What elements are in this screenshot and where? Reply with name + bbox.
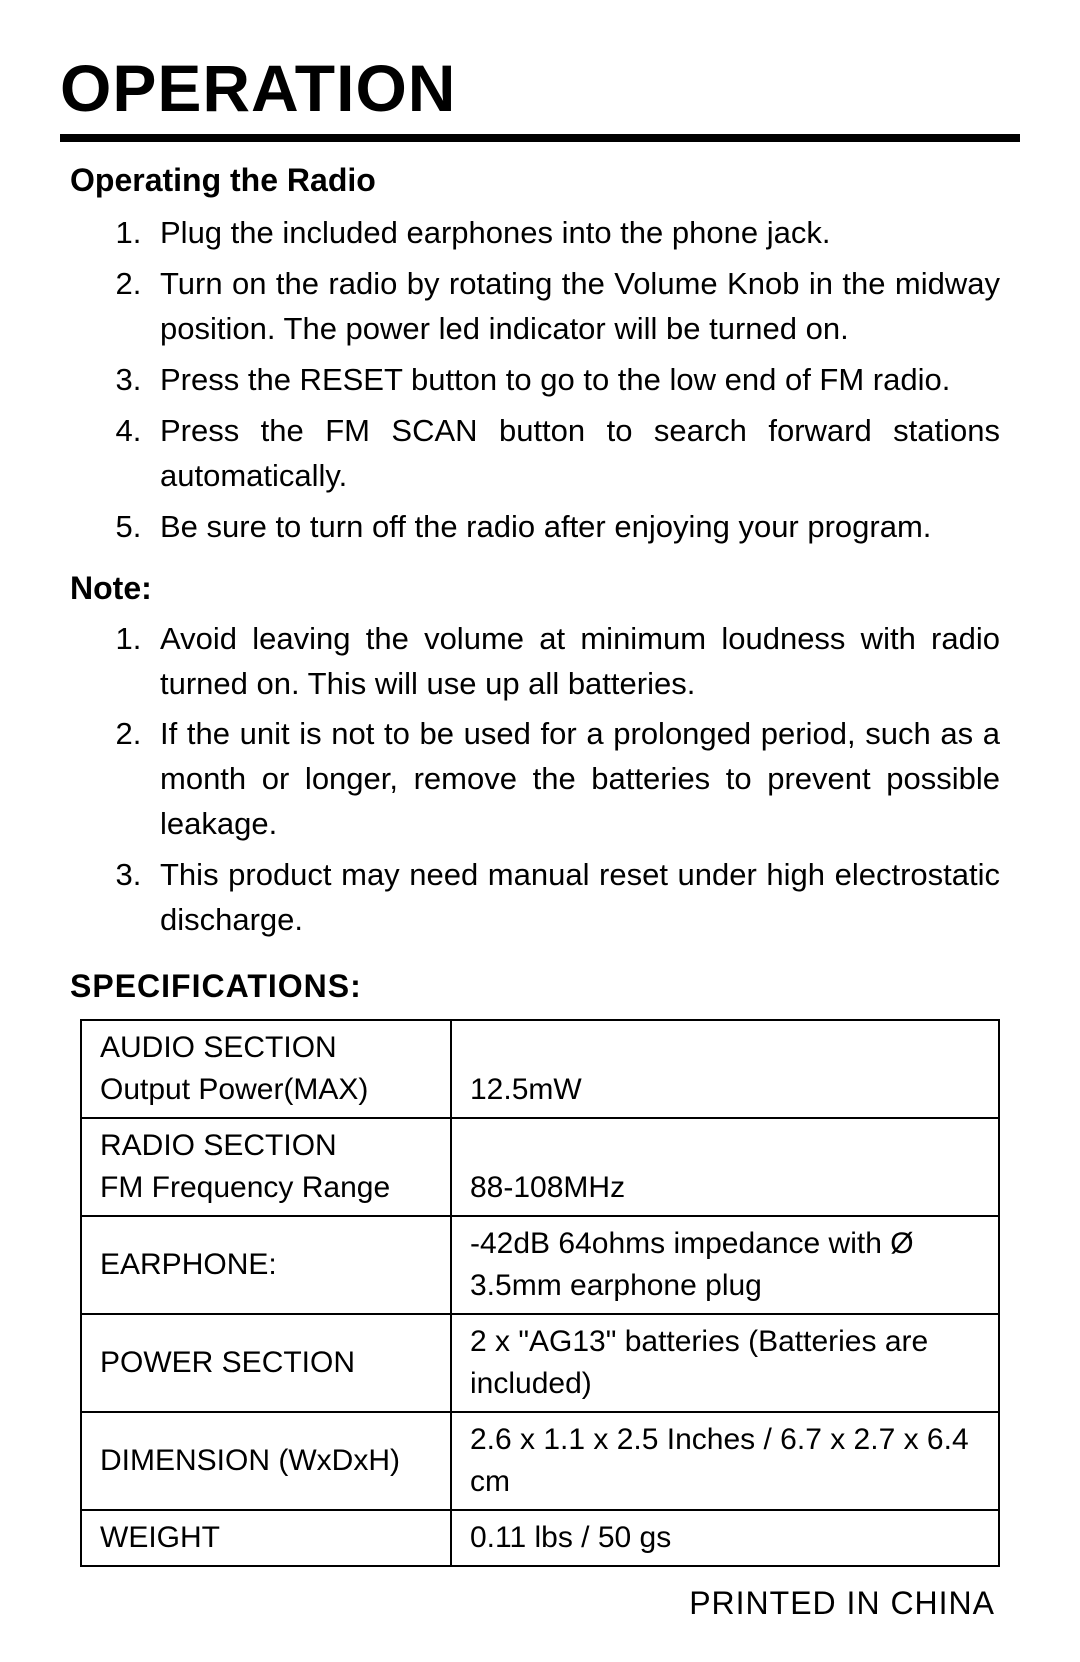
note-item: Avoid leaving the volume at minimum loud… (150, 617, 1000, 707)
table-row: POWER SECTION 2 x "AG13" batteries (Batt… (81, 1314, 999, 1412)
table-row: DIMENSION (WxDxH) 2.6 x 1.1 x 2.5 Inches… (81, 1412, 999, 1510)
table-row: EARPHONE: -42dB 64ohms impedance with Ø … (81, 1216, 999, 1314)
spec-label-line: RADIO SECTION (100, 1125, 436, 1167)
operating-heading: Operating the Radio (70, 162, 1020, 199)
spec-label-cell: DIMENSION (WxDxH) (81, 1412, 451, 1510)
spec-value-cell: 2.6 x 1.1 x 2.5 Inches / 6.7 x 2.7 x 6.4… (451, 1412, 999, 1510)
table-row: RADIO SECTION FM Frequency Range . 88-10… (81, 1118, 999, 1216)
note-item: If the unit is not to be used for a prol… (150, 712, 1000, 847)
table-row: WEIGHT 0.11 lbs / 50 gs (81, 1510, 999, 1566)
spec-label-line: Output Power(MAX) (100, 1069, 436, 1111)
step-item: Be sure to turn off the radio after enjo… (150, 505, 1000, 550)
notes-list: Avoid leaving the volume at minimum loud… (110, 617, 1000, 944)
spec-label-line: FM Frequency Range (100, 1167, 436, 1209)
page-title: OPERATION (60, 50, 1020, 126)
specifications-heading: SPECIFICATIONS: (70, 968, 1020, 1005)
spec-label-cell: POWER SECTION (81, 1314, 451, 1412)
title-divider (60, 134, 1020, 142)
table-row: AUDIO SECTION Output Power(MAX) . 12.5mW (81, 1020, 999, 1118)
step-item: Press the RESET button to go to the low … (150, 358, 1000, 403)
step-item: Plug the included earphones into the pho… (150, 211, 1000, 256)
spec-value-cell: -42dB 64ohms impedance with Ø 3.5mm earp… (451, 1216, 999, 1314)
step-item: Turn on the radio by rotating the Volume… (150, 262, 1000, 352)
spec-value-cell: 0.11 lbs / 50 gs (451, 1510, 999, 1566)
note-item: This product may need manual reset under… (150, 853, 1000, 943)
specifications-table: AUDIO SECTION Output Power(MAX) . 12.5mW… (80, 1019, 1000, 1567)
note-heading: Note: (70, 570, 1020, 607)
step-item: Press the FM SCAN button to search forwa… (150, 409, 1000, 499)
spec-label-cell: EARPHONE: (81, 1216, 451, 1314)
spec-value-cell: 2 x "AG13" batteries (Batteries are incl… (451, 1314, 999, 1412)
spec-value: 12.5mW (470, 1069, 984, 1111)
spec-value-cell: . 12.5mW (451, 1020, 999, 1118)
spec-label-cell: RADIO SECTION FM Frequency Range (81, 1118, 451, 1216)
spec-value: 88-108MHz (470, 1167, 984, 1209)
spec-label-cell: AUDIO SECTION Output Power(MAX) (81, 1020, 451, 1118)
manual-page: OPERATION Operating the Radio Plug the i… (0, 0, 1080, 1662)
spec-label-cell: WEIGHT (81, 1510, 451, 1566)
spec-label-line: AUDIO SECTION (100, 1027, 436, 1069)
spec-value-cell: . 88-108MHz (451, 1118, 999, 1216)
operating-steps-list: Plug the included earphones into the pho… (110, 211, 1000, 550)
footer-text: PRINTED IN CHINA (60, 1585, 995, 1622)
